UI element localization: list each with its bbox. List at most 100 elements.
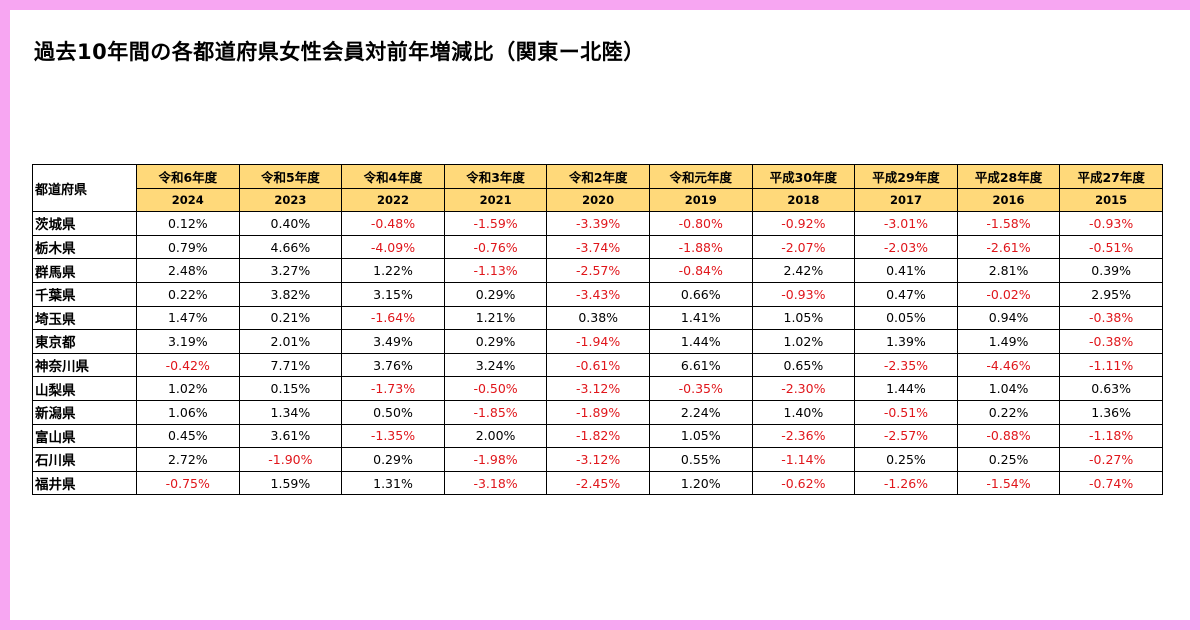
value-cell: -1.89%	[546, 399, 650, 425]
value-cell: 1.22%	[341, 258, 445, 283]
value-cell: 1.21%	[443, 305, 548, 331]
value-cell: 3.27%	[238, 258, 343, 283]
value-cell: 0.29%	[341, 447, 445, 472]
value-cell: -2.36%	[751, 423, 856, 449]
value-cell: -4.09%	[341, 234, 445, 260]
value-cell: 0.25%	[956, 447, 1061, 472]
value-cell: -3.43%	[546, 281, 650, 307]
value-cell: 1.20%	[648, 470, 753, 496]
value-cell: 1.41%	[648, 305, 753, 331]
year-header: 2024	[136, 187, 240, 213]
value-cell: 1.02%	[751, 329, 856, 354]
table-row: 新潟県 1.06% 1.34% 0.50% -1.85% -1.89% 2.24% 1.40%…	[32, 399, 1163, 425]
value-cell: -4.46%	[956, 352, 1061, 378]
value-cell: 0.79%	[136, 234, 240, 260]
value-cell: -0.62%	[751, 470, 856, 496]
table-row: 栃木県 0.79% 4.66% -4.09% -0.76% -3.74% -1.88% -2.…	[32, 234, 1163, 260]
era-header: 平成28年度	[956, 164, 1061, 189]
value-cell: 2.00%	[443, 423, 548, 449]
table-row: 群馬県 2.48% 3.27% 1.22% -1.13% -2.57% -0.84% 2.42…	[32, 258, 1163, 283]
era-header: 平成29年度	[854, 164, 958, 189]
value-cell: -1.14%	[751, 447, 856, 472]
table-row: 富山県 0.45% 3.61% -1.35% 2.00% -1.82% 1.05% -2.36…	[32, 423, 1163, 449]
corner-header: 都道府県	[32, 163, 137, 213]
table-row: 千葉県 0.22% 3.82% 3.15% 0.29% -3.43% 0.66% -0.93%…	[32, 281, 1163, 307]
prefecture-cell: 神奈川県	[32, 352, 137, 378]
value-cell: -0.35%	[648, 376, 753, 401]
year-header: 2021	[443, 187, 548, 213]
value-cell: 2.48%	[136, 258, 240, 283]
value-cell: 0.50%	[341, 399, 445, 425]
value-cell: 0.40%	[238, 211, 343, 236]
value-cell: 1.31%	[341, 470, 445, 496]
value-cell: 0.22%	[956, 399, 1061, 425]
value-cell: -0.51%	[1059, 234, 1163, 260]
era-header: 平成30年度	[751, 164, 856, 189]
value-cell: 2.42%	[751, 258, 856, 283]
year-header: 2020	[546, 187, 650, 213]
prefecture-cell: 栃木県	[32, 234, 137, 260]
value-cell: 0.41%	[854, 258, 958, 283]
value-cell: 1.40%	[751, 399, 856, 425]
prefecture-cell: 東京都	[32, 329, 137, 354]
value-cell: 1.59%	[238, 470, 343, 496]
value-cell: -1.94%	[546, 329, 650, 354]
value-cell: 0.38%	[546, 305, 650, 331]
prefecture-cell: 埼玉県	[32, 305, 137, 331]
value-cell: 2.01%	[238, 329, 343, 354]
value-cell: 3.76%	[341, 352, 445, 378]
era-header: 令和元年度	[648, 164, 753, 189]
value-cell: 0.21%	[238, 305, 343, 331]
value-cell: -0.88%	[956, 423, 1061, 449]
table-row: 山梨県 1.02% 0.15% -1.73% -0.50% -3.12% -0.35% -2.…	[32, 376, 1163, 401]
value-cell: -3.12%	[546, 376, 650, 401]
value-cell: -0.93%	[751, 281, 856, 307]
value-cell: 3.15%	[341, 281, 445, 307]
value-cell: 1.05%	[751, 305, 856, 331]
value-cell: 0.66%	[648, 281, 753, 307]
value-cell: 1.36%	[1059, 399, 1163, 425]
value-cell: -1.90%	[238, 447, 343, 472]
table-row: 東京都 3.19% 2.01% 3.49% 0.29% -1.94% 1.44% 1.02% 1…	[32, 329, 1163, 354]
value-cell: 1.34%	[238, 399, 343, 425]
value-cell: -0.48%	[341, 211, 445, 236]
value-cell: -0.75%	[136, 470, 240, 496]
value-cell: 1.44%	[854, 376, 958, 401]
value-cell: -1.18%	[1059, 423, 1163, 449]
value-cell: -2.30%	[751, 376, 856, 401]
value-cell: 1.44%	[648, 329, 753, 354]
value-cell: -1.98%	[443, 447, 548, 472]
value-cell: 1.02%	[136, 376, 240, 401]
value-cell: 0.47%	[854, 281, 958, 307]
value-cell: -3.74%	[546, 234, 650, 260]
prefecture-cell: 新潟県	[32, 399, 137, 425]
value-cell: 2.81%	[956, 258, 1061, 283]
value-cell: 3.61%	[238, 423, 343, 449]
year-header: 2018	[751, 187, 856, 213]
value-cell: -1.59%	[443, 211, 548, 236]
value-cell: -1.85%	[443, 399, 548, 425]
value-cell: 3.49%	[341, 329, 445, 354]
prefecture-cell: 福井県	[32, 470, 137, 496]
value-cell: 6.61%	[648, 352, 753, 378]
value-cell: -0.93%	[1059, 211, 1163, 236]
prefecture-cell: 茨城県	[32, 211, 137, 236]
value-cell: -0.27%	[1059, 447, 1163, 472]
value-cell: -2.57%	[854, 423, 958, 449]
value-cell: -2.03%	[854, 234, 958, 260]
year-header: 2022	[341, 187, 445, 213]
table-row: 福井県 -0.75% 1.59% 1.31% -3.18% -2.45% 1.20% -0.6…	[32, 470, 1163, 496]
value-cell: -1.82%	[546, 423, 650, 449]
table-row: 石川県 2.72% -1.90% 0.29% -1.98% -3.12% 0.55% -1.1…	[32, 447, 1163, 472]
value-cell: -0.50%	[443, 376, 548, 401]
value-cell: -0.51%	[854, 399, 958, 425]
value-cell: -1.11%	[1059, 352, 1163, 378]
era-header: 令和2年度	[546, 164, 650, 189]
value-cell: -0.92%	[751, 211, 856, 236]
value-cell: -0.38%	[1059, 305, 1163, 331]
era-header-row: 都道府県 令和6年度 令和5年度 令和4年度 令和3年度 令和2年度 令和元年度…	[32, 163, 1163, 213]
value-cell: -0.76%	[443, 234, 548, 260]
era-header: 令和5年度	[238, 164, 343, 189]
value-cell: -1.88%	[648, 234, 753, 260]
year-header: 2017	[854, 187, 958, 213]
